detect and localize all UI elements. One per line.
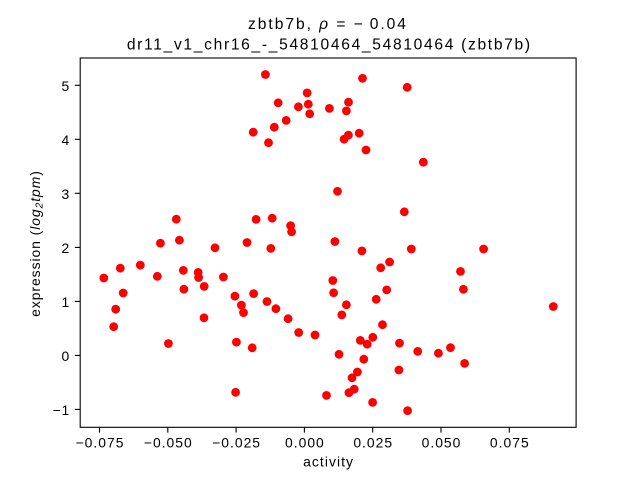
svg-text:0.000: 0.000 [285,434,325,450]
svg-text:−0.025: −0.025 [212,434,261,450]
svg-text:expression (log2tpm): expression (log2tpm) [27,170,46,317]
svg-text:1: 1 [61,294,69,310]
svg-text:−1: −1 [53,402,70,418]
svg-text:activity: activity [303,453,354,469]
svg-text:zbtb7b, ρ = − 0.04: zbtb7b, ρ = − 0.04 [248,16,408,33]
svg-text:0.050: 0.050 [422,434,462,450]
svg-text:4: 4 [61,132,69,148]
svg-text:0: 0 [61,348,69,364]
svg-text:5: 5 [61,78,69,94]
svg-text:3: 3 [61,186,69,202]
svg-text:0.025: 0.025 [353,434,393,450]
svg-text:0.075: 0.075 [490,434,530,450]
svg-text:2: 2 [61,240,69,256]
svg-text:−0.075: −0.075 [76,434,125,450]
svg-text:−0.050: −0.050 [144,434,193,450]
svg-text:dr11_v1_chr16_-_54810464_54810: dr11_v1_chr16_-_54810464_54810464 (zbtb7… [127,36,532,53]
